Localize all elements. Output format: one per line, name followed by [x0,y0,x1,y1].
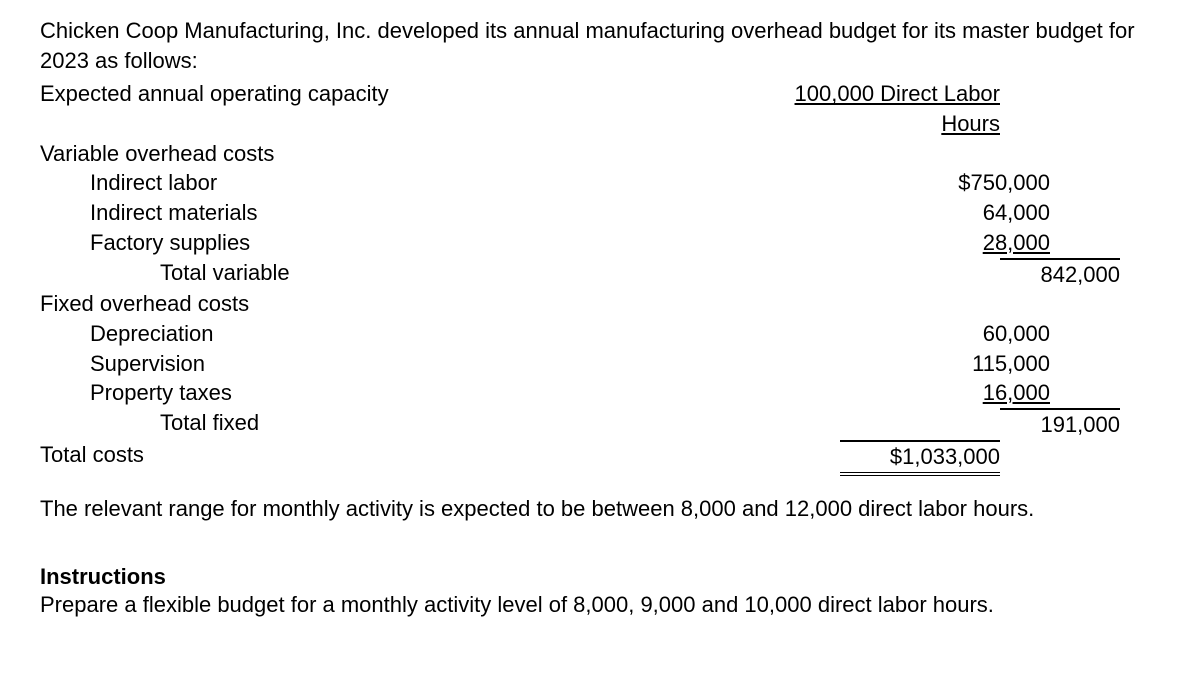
total-fixed-row: Total fixed 191,000 [40,408,1160,440]
supervision-label: Supervision [40,349,790,379]
indirect-materials-label: Indirect materials [40,198,790,228]
supervision-value: 115,000 [790,349,1050,379]
factory-supplies-row: Factory supplies 28,000 [40,228,1160,258]
relevant-range-paragraph: The relevant range for monthly activity … [40,494,1160,524]
total-variable-label: Total variable [40,258,860,290]
variable-heading: Variable overhead costs [40,139,740,169]
total-costs-row: Total costs $1,033,000 [40,440,1160,477]
variable-heading-row: Variable overhead costs [40,139,1160,169]
property-taxes-row: Property taxes 16,000 [40,378,1160,408]
depreciation-row: Depreciation 60,000 [40,319,1160,349]
indirect-labor-label: Indirect labor [40,168,790,198]
total-variable-value: 842,000 [860,258,1120,290]
factory-supplies-label: Factory supplies [40,228,790,258]
capacity-row: Expected annual operating capacity 100,0… [40,79,1160,138]
indirect-labor-value: $750,000 [790,168,1050,198]
indirect-materials-value: 64,000 [790,198,1050,228]
property-taxes-label: Property taxes [40,378,790,408]
capacity-value: 100,000 Direct Labor Hours [740,79,1000,138]
document-page: Chicken Coop Manufacturing, Inc. develop… [0,0,1200,660]
supervision-row: Supervision 115,000 [40,349,1160,379]
capacity-label: Expected annual operating capacity [40,79,740,138]
total-fixed-value: 191,000 [860,408,1120,440]
intro-paragraph: Chicken Coop Manufacturing, Inc. develop… [40,16,1160,75]
factory-supplies-value: 28,000 [790,228,1050,258]
instructions-heading: Instructions [40,564,1160,590]
property-taxes-value: 16,000 [790,378,1050,408]
total-costs-value: $1,033,000 [740,440,1000,477]
total-fixed-label: Total fixed [40,408,860,440]
indirect-labor-row: Indirect labor $750,000 [40,168,1160,198]
depreciation-value: 60,000 [790,319,1050,349]
total-variable-row: Total variable 842,000 [40,258,1160,290]
fixed-heading: Fixed overhead costs [40,289,740,319]
instructions-body: Prepare a flexible budget for a monthly … [40,590,1160,620]
fixed-heading-row: Fixed overhead costs [40,289,1160,319]
indirect-materials-row: Indirect materials 64,000 [40,198,1160,228]
total-costs-label: Total costs [40,440,740,477]
depreciation-label: Depreciation [40,319,790,349]
